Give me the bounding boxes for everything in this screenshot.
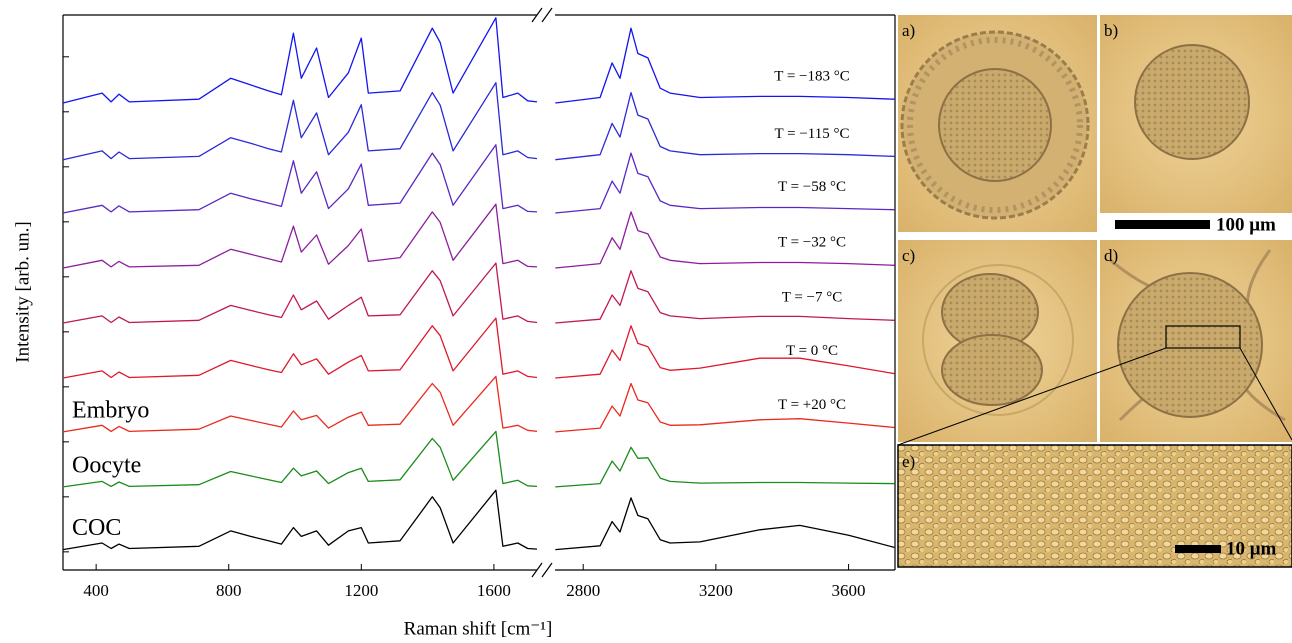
scale-bar (1115, 220, 1210, 229)
x-tick-label: 3600 (832, 581, 866, 600)
spectrum-line (555, 27, 895, 104)
spectrum-line (62, 317, 538, 379)
x-tick-label: 1600 (477, 581, 511, 600)
series-label: T = −7 °C (782, 290, 843, 306)
spectrum-line (555, 211, 895, 269)
series-label: T = −115 °C (774, 126, 849, 142)
panel-label: e) (902, 452, 915, 471)
micrograph-c: c) (898, 240, 1097, 442)
spectrum-line (62, 375, 538, 433)
series-label: T = −32 °C (778, 235, 846, 251)
x-axis-label: Raman shift [cm⁻¹] (404, 618, 553, 639)
spectrum-line (555, 446, 895, 488)
micrograph-e: e) 10 μm (897, 444, 1292, 568)
series-label: T = −183 °C (774, 69, 850, 85)
spectrum-line (62, 203, 538, 269)
micrograph-b: b) 100 μm (1100, 15, 1292, 235)
series-label: T = −58 °C (778, 179, 846, 195)
panel-label: c) (902, 246, 915, 265)
series-label: T = 0 °C (786, 343, 838, 359)
micrographs: a) b) 100 μm c) d) e) 1 (897, 15, 1292, 568)
sample-label: COC (72, 515, 121, 541)
spectrum-line (62, 489, 538, 551)
scale-bar (1175, 545, 1221, 553)
y-axis-label: Intensity [arb. un.] (12, 221, 33, 362)
spectrum-line (555, 270, 895, 324)
micrograph-a: a) (898, 15, 1097, 232)
x-tick-label: 2800 (566, 581, 600, 600)
x-tick-label: 1200 (344, 581, 378, 600)
spectrum-line (62, 262, 538, 324)
spectrum-line (555, 497, 895, 551)
axis-frame (62, 7, 896, 578)
scale-bar-label: 10 μm (1226, 538, 1277, 559)
sample-label: Embryo (72, 397, 149, 423)
x-tick-label: 800 (216, 581, 242, 600)
spectrum-line (62, 144, 538, 214)
panel-label: a) (902, 21, 915, 40)
panel-label: d) (1104, 246, 1118, 265)
x-tick-label: 400 (83, 581, 109, 600)
spectrum-line (62, 82, 538, 161)
spectrum-line (555, 91, 895, 161)
x-tick-label: 3200 (699, 581, 733, 600)
scale-bar-label: 100 μm (1216, 214, 1276, 235)
micrograph-d: d) (1100, 240, 1292, 442)
sample-label: Oocyte (72, 452, 141, 478)
spectrum-line (62, 430, 538, 488)
spectrum-line (555, 325, 895, 379)
plot-area: Raman shift [cm⁻¹] Intensity [arb. un.] … (12, 7, 896, 639)
spectrum-line (62, 17, 538, 104)
spectrum-line (555, 382, 895, 433)
panel-label: b) (1104, 21, 1118, 40)
series-label: T = +20 °C (778, 397, 846, 413)
spectrum-line (555, 152, 895, 214)
